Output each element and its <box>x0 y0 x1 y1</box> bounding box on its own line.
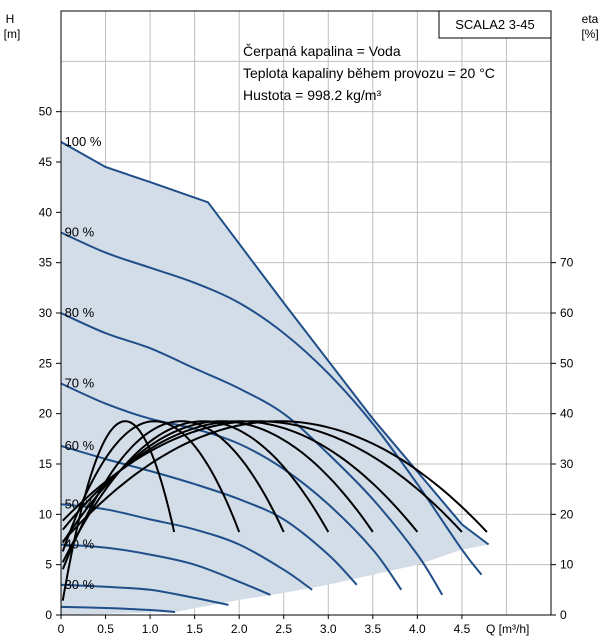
annotation-fluid: Čerpaná kapalina = Voda <box>243 43 401 59</box>
head-curve <box>60 503 313 591</box>
y-tick-label: 25 <box>39 356 53 370</box>
y-tick-label: 45 <box>39 155 53 169</box>
speed-curve-label: 100 % <box>65 134 102 149</box>
head-curve <box>60 605 176 613</box>
head-curve <box>60 583 229 606</box>
speed-curve-label: 40 % <box>65 537 95 552</box>
x-tick-label: 2.0 <box>231 622 248 636</box>
y-axis-label: H <box>6 12 15 26</box>
y2-tick-label: 70 <box>560 256 574 270</box>
head-curve <box>60 543 271 596</box>
y2-tick-label: 0 <box>560 608 567 622</box>
y-tick-label: 10 <box>39 507 53 521</box>
axes: 0 0.5 1.0 1.5 2.0 2.5 3.0 3.5 4.0 4.5 0 5 10 15 20 25 30… <box>39 105 574 636</box>
head-curves <box>60 141 490 613</box>
title-box <box>438 10 552 39</box>
annotation-temperature: Teplota kapaliny během provozu = 20 °C <box>243 65 495 81</box>
y-tick-label: 0 <box>45 608 52 622</box>
efficiency-curve <box>61 420 241 552</box>
head-curve <box>60 312 444 596</box>
y-tick-label: 40 <box>39 205 53 219</box>
y2-axis-label: eta <box>582 12 599 26</box>
x-tick-label: 0 <box>58 622 65 636</box>
x-tick-label: 2.5 <box>275 622 292 636</box>
speed-curve-label: 70 % <box>65 375 95 390</box>
annotation-density: Hustota = 998.2 kg/m³ <box>243 87 381 103</box>
x-axis-label: Q [m³/h] <box>486 622 529 636</box>
x-tick-label: 1.5 <box>186 622 203 636</box>
y2-tick-label: 10 <box>560 558 574 572</box>
y2-tick-label: 60 <box>560 306 574 320</box>
head-curve <box>60 141 490 546</box>
curve-labels: 100 % 90 % 80 % 70 % 60 % 50 % 40 % 30 % <box>65 134 102 592</box>
speed-curve-label: 60 % <box>65 438 95 453</box>
efficiency-curve <box>62 420 488 543</box>
y2-tick-label: 20 <box>560 507 574 521</box>
y-axis-unit: [m] <box>4 27 21 41</box>
y-tick-label: 20 <box>39 407 53 421</box>
chart-title: SCALA2 3-45 <box>455 17 535 32</box>
y-tick-label: 5 <box>45 558 52 572</box>
speed-curve-label: 50 % <box>65 496 95 511</box>
y-tick-label: 30 <box>39 306 53 320</box>
y-tick-label: 15 <box>39 457 53 471</box>
x-tick-label: 1.0 <box>142 622 159 636</box>
operating-area <box>61 141 489 615</box>
y-tick-label: 50 <box>39 105 53 119</box>
speed-curve-label: 80 % <box>65 305 95 320</box>
speed-curve-label: 30 % <box>65 577 95 592</box>
y2-axis-unit: [%] <box>581 27 598 41</box>
efficiency-curve <box>61 420 330 563</box>
head-curve <box>60 231 483 576</box>
x-tick-label: 0.5 <box>97 622 114 636</box>
y2-tick-label: 50 <box>560 356 574 370</box>
y2-tick-label: 40 <box>560 407 574 421</box>
speed-curve-label: 90 % <box>65 224 95 239</box>
x-tick-label: 3.0 <box>320 622 337 636</box>
y2-tick-label: 30 <box>560 457 574 471</box>
head-curve <box>60 382 403 591</box>
y-tick-label: 35 <box>39 256 53 270</box>
x-tick-label: 3.5 <box>364 622 381 636</box>
x-tick-label: 4.0 <box>409 622 426 636</box>
efficiency-curves <box>61 420 488 601</box>
head-curve <box>60 444 358 586</box>
x-tick-label: 4.5 <box>454 622 471 636</box>
